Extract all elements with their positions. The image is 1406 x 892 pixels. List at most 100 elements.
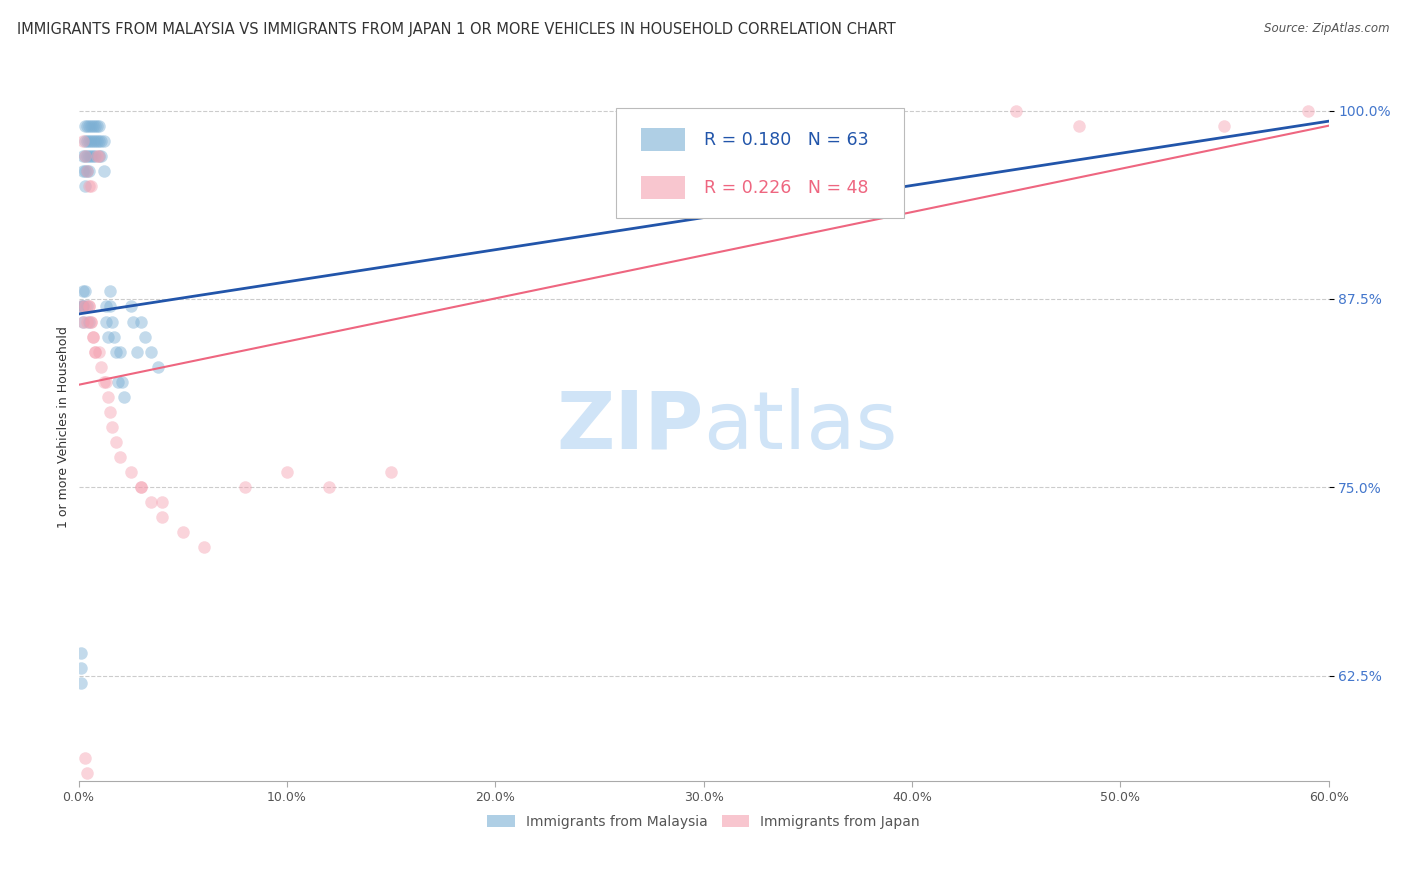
Point: [72, 314, 94, 328]
Point: [129, 480, 152, 494]
Point: [77, 119, 100, 133]
Point: [73, 149, 96, 163]
Point: [105, 435, 128, 450]
Point: [77, 178, 100, 193]
Text: IMMIGRANTS FROM MALAYSIA VS IMMIGRANTS FROM JAPAN 1 OR MORE VEHICLES IN HOUSEHOL: IMMIGRANTS FROM MALAYSIA VS IMMIGRANTS F…: [17, 22, 896, 37]
Point: [86, 119, 108, 133]
Point: [73, 285, 96, 299]
Point: [121, 314, 143, 328]
Point: [72, 300, 94, 314]
Text: atlas: atlas: [703, 388, 898, 466]
Point: [108, 344, 131, 359]
Point: [94, 300, 117, 314]
Point: [82, 149, 104, 163]
Point: [73, 751, 96, 765]
Point: [90, 359, 112, 374]
Point: [76, 314, 98, 328]
Point: [89, 344, 111, 359]
Point: [1296, 103, 1319, 118]
Point: [76, 164, 98, 178]
Point: [86, 134, 108, 148]
Point: [107, 375, 129, 389]
Point: [86, 149, 108, 163]
Point: [80, 134, 103, 148]
Point: [233, 480, 256, 494]
Point: [76, 766, 98, 780]
Point: [69, 661, 91, 675]
Bar: [641, 128, 685, 151]
Point: [69, 300, 91, 314]
Point: [72, 285, 94, 299]
Point: [73, 164, 96, 178]
Point: [129, 480, 152, 494]
Point: [80, 314, 103, 328]
Point: [77, 300, 100, 314]
Point: [111, 375, 134, 389]
Point: [77, 300, 100, 314]
Point: [72, 300, 94, 314]
Point: [108, 450, 131, 464]
Point: [76, 164, 98, 178]
Text: Source: ZipAtlas.com: Source: ZipAtlas.com: [1264, 22, 1389, 36]
Point: [77, 164, 100, 178]
Point: [94, 314, 117, 328]
Point: [141, 495, 163, 509]
Bar: [641, 177, 685, 199]
Point: [80, 178, 103, 193]
Point: [193, 541, 215, 555]
Point: [134, 329, 156, 343]
Point: [692, 134, 714, 148]
Point: [84, 344, 107, 359]
Point: [76, 300, 98, 314]
Point: [77, 134, 100, 148]
Point: [89, 149, 111, 163]
Point: [84, 119, 107, 133]
Point: [1067, 119, 1090, 133]
Text: R = 0.180   N = 63: R = 0.180 N = 63: [703, 130, 869, 149]
Point: [77, 314, 100, 328]
Point: [150, 495, 173, 509]
Point: [82, 329, 104, 343]
Point: [73, 134, 96, 148]
Point: [84, 149, 107, 163]
Point: [84, 134, 107, 148]
Point: [276, 465, 298, 479]
Point: [77, 149, 100, 163]
Point: [129, 314, 152, 328]
Point: [82, 134, 104, 148]
Point: [112, 390, 135, 404]
Point: [76, 134, 98, 148]
Point: [69, 300, 91, 314]
Point: [80, 119, 103, 133]
Point: [93, 134, 115, 148]
Point: [73, 300, 96, 314]
Y-axis label: 1 or more Vehicles in Household: 1 or more Vehicles in Household: [58, 326, 70, 528]
Point: [72, 149, 94, 163]
Point: [72, 164, 94, 178]
Point: [105, 344, 128, 359]
Point: [1005, 103, 1028, 118]
FancyBboxPatch shape: [616, 109, 904, 219]
Point: [69, 676, 91, 690]
Point: [76, 149, 98, 163]
Point: [150, 510, 173, 524]
Point: [89, 134, 111, 148]
Point: [98, 285, 121, 299]
Point: [98, 405, 121, 419]
Text: ZIP: ZIP: [557, 388, 703, 466]
Point: [93, 375, 115, 389]
Point: [146, 359, 169, 374]
Point: [125, 344, 148, 359]
Point: [172, 525, 194, 540]
Point: [90, 134, 112, 148]
Point: [120, 465, 142, 479]
Point: [73, 149, 96, 163]
Point: [318, 480, 340, 494]
Point: [72, 134, 94, 148]
Point: [101, 314, 124, 328]
Point: [89, 119, 111, 133]
Point: [141, 344, 163, 359]
Point: [80, 314, 103, 328]
Point: [82, 119, 104, 133]
Point: [73, 119, 96, 133]
